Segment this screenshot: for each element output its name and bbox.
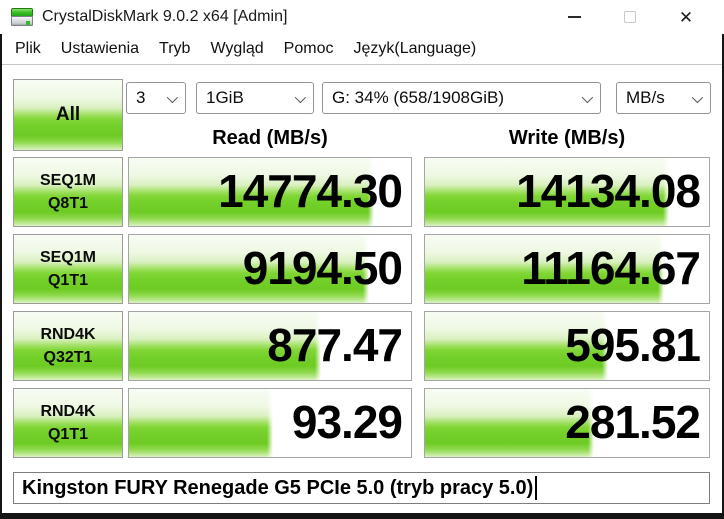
menu-pomoc[interactable]: Pomoc [283,40,334,57]
title-bar: CrystalDiskMark 9.0.2 x64 [Admin] ✕ [0,0,724,34]
rnd4k-q32t1-read-cell: 877.47 [128,311,412,381]
all-test-button[interactable]: All [13,79,123,151]
maximize-icon [624,11,636,23]
rnd4k-q32t1-read-value: 877.47 [267,319,403,371]
score-bar [129,312,321,380]
score-bar [425,312,609,380]
rnd4k-q1t1-write-value: 281.52 [565,396,701,448]
rnd4k-q1t1-read-cell: 93.29 [128,388,412,458]
seq1m-q8t1-write-cell: 14134.08 [424,157,710,227]
seq1m-q1t1-button[interactable]: SEQ1M Q1T1 [13,234,123,304]
menu-tryb[interactable]: Tryb [159,40,191,57]
target-drive-value: G: 34% (658/1908GiB) [332,88,504,107]
rnd4k-q1t1-button[interactable]: RND4K Q1T1 [13,388,123,458]
close-button[interactable]: ✕ [658,0,714,34]
seq1m-q1t1-write-cell: 11164.67 [424,234,710,304]
text-caret [535,476,538,500]
unit-value: MB/s [626,88,665,107]
chevron-down-icon [691,91,704,104]
rnd4k-q1t1-read-value: 93.29 [291,396,403,448]
rnd4k-q1t1-write-cell: 281.52 [424,388,710,458]
read-column-header: Read (MB/s) [212,127,328,149]
chevron-down-icon [166,91,179,104]
seq1m-q8t1-button[interactable]: SEQ1M Q8T1 [13,157,123,227]
menu-jezyk[interactable]: Język(Language) [353,40,477,57]
target-drive-select[interactable]: G: 34% (658/1908GiB) [322,82,601,114]
test-size-value: 1GiB [206,88,244,107]
window-title: CrystalDiskMark 9.0.2 x64 [Admin] [42,8,288,25]
score-bar [129,158,375,226]
minimize-button[interactable] [546,0,602,34]
score-bar [425,235,664,303]
menu-ustawienia[interactable]: Ustawienia [60,40,140,57]
chevron-down-icon [581,91,594,104]
seq1m-q8t1-write-value: 14134.08 [516,165,701,217]
close-icon: ✕ [678,7,694,27]
comment-input[interactable]: Kingston FURY Renegade G5 PCIe 5.0 (tryb… [13,472,710,504]
minimize-icon [567,16,581,18]
write-column-header: Write (MB/s) [508,127,626,149]
test-count-value: 3 [136,88,146,107]
score-bar [129,389,273,457]
comment-text: Kingston FURY Renegade G5 PCIe 5.0 (tryb… [22,476,534,499]
rnd4k-q32t1-write-value: 595.81 [565,319,701,371]
test-size-select[interactable]: 1GiB [196,82,314,114]
menu-wyglad[interactable]: Wygląd [210,40,264,57]
caption-buttons: ✕ [546,0,714,34]
score-bar [425,389,594,457]
maximize-button[interactable] [602,0,658,34]
chevron-down-icon [294,91,307,104]
score-bar [129,235,369,303]
menu-plik[interactable]: Plik [15,40,41,57]
score-bar [425,158,670,226]
app-icon [11,7,33,27]
unit-select[interactable]: MB/s [616,82,711,114]
test-count-select[interactable]: 3 [126,82,186,114]
seq1m-q8t1-read-value: 14774.30 [218,165,403,217]
rnd4k-q32t1-button[interactable]: RND4K Q32T1 [13,311,123,381]
seq1m-q8t1-read-cell: 14774.30 [128,157,412,227]
seq1m-q1t1-write-value: 11164.67 [521,242,701,294]
menu-bar: Plik Ustawienia Tryb Wygląd Pomoc Język(… [0,34,724,65]
rnd4k-q32t1-write-cell: 595.81 [424,311,710,381]
seq1m-q1t1-read-value: 9194.50 [242,242,403,294]
seq1m-q1t1-read-cell: 9194.50 [128,234,412,304]
